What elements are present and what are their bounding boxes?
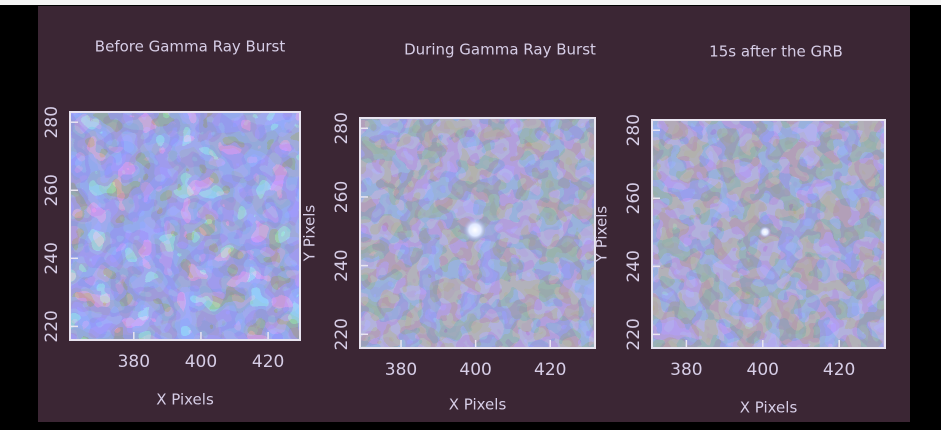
panel-title: 15s after the GRB [709, 43, 843, 61]
x-tick-label: 420 [534, 360, 566, 380]
y-axis-label: Y Pixels [301, 205, 319, 263]
panel-title: During Gamma Ray Burst [404, 41, 596, 59]
y-tick-label: 240 [42, 242, 62, 274]
y-tick-label: 220 [624, 318, 644, 350]
panel-frame [359, 117, 596, 349]
y-tick-label: 240 [332, 249, 352, 281]
y-tick-label: 260 [42, 174, 62, 206]
x-tick-label: 400 [459, 360, 491, 380]
y-axis-label: Y Pixels [593, 206, 611, 264]
x-axis-label: X Pixels [740, 399, 798, 417]
x-tick-label: 420 [823, 360, 855, 380]
panel-frame [651, 119, 886, 349]
x-axis-label: X Pixels [449, 396, 507, 414]
x-tick-label: 400 [747, 360, 779, 380]
x-tick-label: 400 [185, 352, 217, 372]
y-tick-label: 260 [624, 182, 644, 214]
y-tick-label: 220 [42, 310, 62, 342]
y-tick-label: 220 [332, 318, 352, 350]
y-tick-label: 280 [624, 114, 644, 146]
x-tick-label: 380 [385, 360, 417, 380]
x-axis-label: X Pixels [156, 391, 214, 409]
panel-frame [69, 111, 301, 341]
x-tick-label: 380 [670, 360, 702, 380]
image-panel [70, 112, 300, 340]
x-tick-label: 380 [118, 352, 150, 372]
top-edge [0, 0, 941, 5]
x-tick-label: 420 [252, 352, 284, 372]
panel-title: Before Gamma Ray Burst [95, 38, 286, 56]
y-tick-label: 280 [332, 112, 352, 144]
y-tick-label: 280 [42, 106, 62, 138]
burst-spot [463, 218, 487, 242]
y-tick-label: 260 [332, 181, 352, 213]
burst-spot [759, 226, 771, 238]
y-tick-label: 240 [624, 250, 644, 282]
